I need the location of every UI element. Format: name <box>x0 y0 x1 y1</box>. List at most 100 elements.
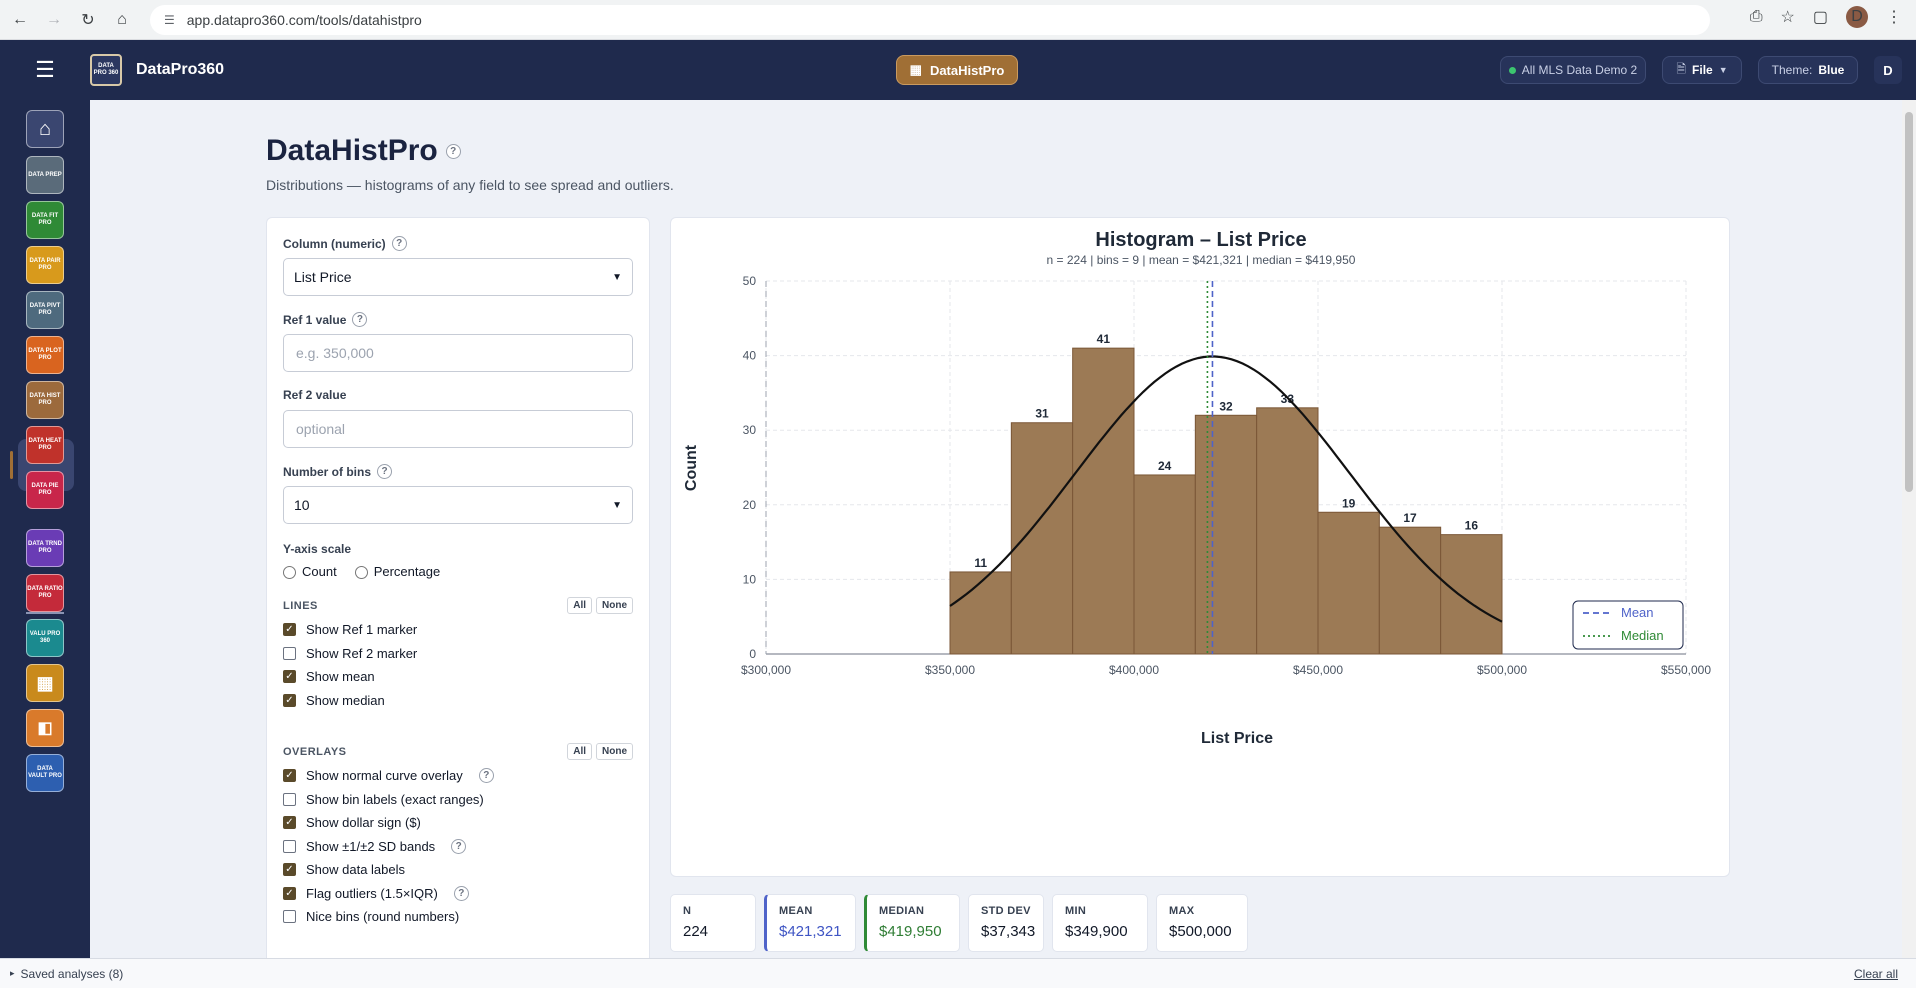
checkbox-unchecked-icon[interactable] <box>283 792 296 806</box>
checkbox-checked-icon[interactable]: ✓ <box>283 693 296 707</box>
site-info-icon[interactable]: ☰ <box>164 12 175 27</box>
page-scrollbar[interactable] <box>1902 100 1916 958</box>
stat-card-n: N 224 <box>670 894 756 952</box>
checkbox-checked-icon[interactable]: ✓ <box>283 863 296 876</box>
help-icon[interactable]: ? <box>451 838 467 854</box>
checkbox-label: Show bin labels (exact ranges) <box>306 791 484 807</box>
help-icon[interactable]: ? <box>391 236 407 251</box>
checkbox-label: Show mean <box>306 669 375 684</box>
lines-toggle-buttons: All None <box>567 597 633 614</box>
checkbox-row[interactable]: ✓ Show median <box>283 693 385 708</box>
checkbox-unchecked-icon[interactable] <box>283 839 296 853</box>
back-icon[interactable]: ← <box>12 10 28 28</box>
hamburger-menu-icon[interactable]: ☰ <box>35 57 55 82</box>
active-tool-pill[interactable]: ▦ DataHistPro <box>896 55 1018 85</box>
radio-icon[interactable] <box>354 566 368 580</box>
bookmark-star-icon[interactable]: ☆ <box>1780 9 1795 26</box>
clear-all-link[interactable]: Clear all <box>1853 966 1898 981</box>
x-tick-label: $350,000 <box>925 663 975 677</box>
checkbox-row[interactable]: Nice bins (round numbers) <box>283 909 459 924</box>
checkbox-checked-icon[interactable]: ✓ <box>283 623 296 636</box>
checkbox-label: Flag outliers (1.5×IQR) <box>306 885 438 901</box>
radio-count[interactable]: Count <box>283 564 337 580</box>
sidebar-item-label: DATA HIST PRO <box>29 393 61 406</box>
stat-card-median: MEDIAN $419,950 <box>864 894 960 952</box>
ref2-label: Ref 2 value <box>283 388 347 402</box>
browser-menu-icon[interactable]: ⋮ <box>1886 9 1902 26</box>
sidebar-item-data-hist-pro[interactable]: DATA HIST PRO <box>26 381 64 419</box>
expand-icon[interactable]: ▸ <box>10 968 15 978</box>
checkbox-checked-icon[interactable]: ✓ <box>283 769 296 782</box>
checkbox-row[interactable]: Show ±1/±2 SD bands? <box>283 838 467 854</box>
bins-select[interactable]: 10 ▼ <box>283 486 633 524</box>
y-tick-label: 10 <box>743 572 757 586</box>
table-icon[interactable]: ▦ <box>26 664 64 702</box>
data-label: 11 <box>974 556 987 570</box>
ref1-input[interactable]: e.g. 350,000 <box>283 334 633 372</box>
sidebar-item-data-ratio-pro[interactable]: DATA RATIO PRO <box>26 574 64 612</box>
saved-analyses[interactable]: Saved analyses (8) <box>20 966 124 981</box>
radio-percentage[interactable]: Percentage <box>354 564 440 580</box>
install-icon[interactable]: ⎙ <box>1749 8 1763 25</box>
checkbox-row[interactable]: Show Ref 2 marker <box>283 646 417 661</box>
checkbox-row[interactable]: ✓ Flag outliers (1.5×IQR)? <box>283 885 469 901</box>
sidebar-item-valu-pro-360[interactable]: VALU PRO 360 <box>26 619 64 657</box>
checkbox-row[interactable]: ✓ Show dollar sign ($) <box>283 815 421 830</box>
sidebar-item-data-pivt-pro[interactable]: DATA PIVT PRO <box>26 291 64 329</box>
column-select[interactable]: List Price ▼ <box>283 258 633 296</box>
lines-all-button[interactable]: All <box>567 597 592 614</box>
help-icon[interactable]: ? <box>352 312 368 327</box>
chart-icon[interactable]: ◧ <box>26 709 64 747</box>
help-icon[interactable]: ? <box>478 768 494 783</box>
checkbox-unchecked-icon[interactable] <box>283 910 296 923</box>
sidebar-item-label: DATA PAIR PRO <box>29 258 61 271</box>
sidebar-item-data-plot-pro[interactable]: DATA PLOT PRO <box>26 336 64 374</box>
checkbox-row[interactable]: ✓ Show mean <box>283 669 375 684</box>
checkbox-checked-icon[interactable]: ✓ <box>283 886 296 900</box>
help-icon[interactable]: ? <box>377 464 393 479</box>
forward-icon[interactable]: → <box>46 10 62 28</box>
checkbox-checked-icon[interactable]: ✓ <box>283 816 296 829</box>
sidebar-item-label: DATA RATIO PRO <box>27 586 63 599</box>
stat-label: MEAN <box>779 905 813 917</box>
help-icon[interactable]: ? <box>445 143 461 159</box>
lines-none-button[interactable]: None <box>596 597 633 614</box>
checkbox-row[interactable]: Show bin labels (exact ranges) <box>283 792 484 807</box>
normal-curve-overlay <box>949 355 1503 623</box>
checkbox-checked-icon[interactable]: ✓ <box>283 670 296 683</box>
sidebar-item-data-prep[interactable]: DATA PREP <box>26 156 64 194</box>
bins-label-text: Number of bins <box>283 464 372 479</box>
reload-icon[interactable]: ↻ <box>81 11 95 29</box>
yscale-label: Y-axis scale <box>283 542 352 556</box>
extensions-icon[interactable]: ▢ <box>1812 9 1828 26</box>
overlays-all-button[interactable]: All <box>567 743 592 760</box>
checkbox-unchecked-icon[interactable] <box>283 646 296 660</box>
sidebar-item-data-pair-pro[interactable]: DATA PAIR PRO <box>26 246 64 284</box>
help-icon[interactable]: ? <box>453 885 469 901</box>
theme-button[interactable]: Theme: Blue <box>1758 56 1858 84</box>
profile-avatar[interactable]: D <box>1846 6 1868 28</box>
overlays-none-button[interactable]: None <box>596 743 633 760</box>
radio-icon[interactable] <box>283 566 296 580</box>
sidebar-item-data-trnd-pro[interactable]: DATA TRND PRO <box>26 529 64 567</box>
checkbox-row[interactable]: ✓ Show data labels <box>283 862 405 877</box>
address-bar[interactable]: ☰ app.datapro360.com/tools/datahistpro <box>150 4 1710 35</box>
bins-select-value: 10 <box>294 497 310 513</box>
sidebar-item-data-vault-pro[interactable]: DATA VAULT PRO <box>26 754 64 792</box>
checkbox-row[interactable]: ✓ Show normal curve overlay? <box>283 768 494 783</box>
sidebar-item-data-fit-pro[interactable]: DATA FIT PRO <box>26 201 64 239</box>
home-icon[interactable]: ⌂ <box>117 10 127 28</box>
histogram-bar <box>1194 414 1258 655</box>
sidebar-item-data-pie-pro[interactable]: DATA PIE PRO <box>26 471 64 509</box>
home-icon[interactable]: ⌂ <box>26 110 64 148</box>
checkbox-row[interactable]: ✓ Show Ref 1 marker <box>283 622 417 637</box>
user-button[interactable]: D <box>1874 56 1902 84</box>
active-tool-label: DataHistPro <box>929 62 1005 78</box>
scroll-thumb[interactable] <box>1905 112 1913 492</box>
dataset-pill[interactable]: All MLS Data Demo 2 <box>1500 56 1646 84</box>
y-tick-label: 40 <box>743 349 757 363</box>
ref2-input[interactable]: optional <box>283 410 633 448</box>
sidebar-item-data-heat-pro[interactable]: DATA HEAT PRO <box>26 426 64 464</box>
histogram-chart: Histogram – List Price n = 224 | bins = 9… <box>683 229 1711 747</box>
file-menu-button[interactable]: 🗎 File ▼ <box>1662 56 1742 84</box>
